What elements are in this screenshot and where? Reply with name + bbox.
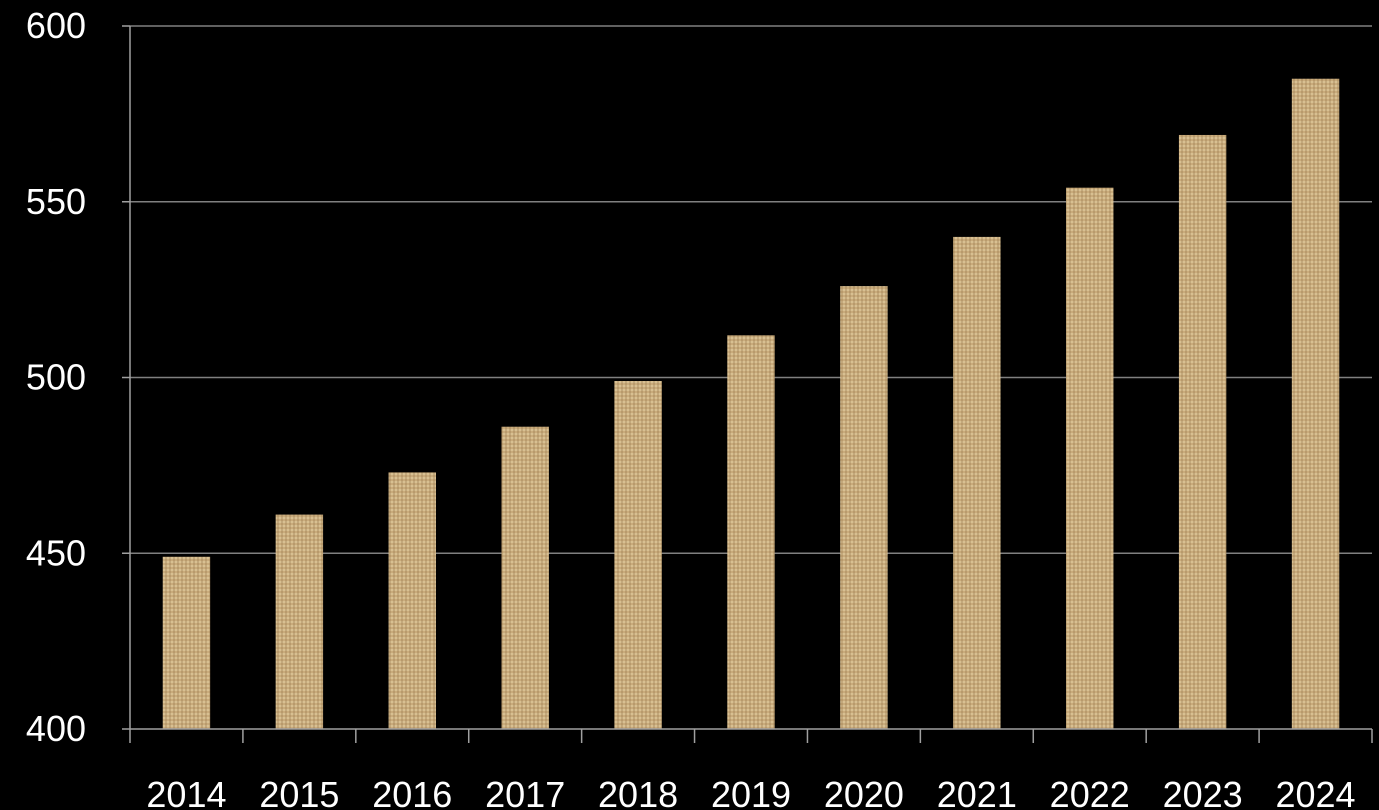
bar (840, 286, 888, 729)
bar (614, 381, 662, 729)
x-tick-label: 2016 (372, 774, 452, 810)
tick-labels: 400 450 500 550 600 2014 2015 2016 2017 2018 2019 2… (26, 5, 1356, 810)
bar (1178, 134, 1227, 730)
y-tick-label: 600 (26, 5, 86, 46)
bar (501, 426, 549, 729)
bar (953, 236, 1001, 729)
x-tick-label: 2015 (259, 774, 339, 810)
bar (162, 556, 211, 729)
y-tick-label: 450 (26, 532, 86, 573)
x-tick-label: 2020 (824, 774, 904, 810)
y-tick-label: 550 (26, 181, 86, 222)
x-tick-label: 2017 (485, 774, 565, 810)
bars (162, 78, 1340, 730)
bar (388, 472, 436, 729)
x-tick-label: 2019 (711, 774, 791, 810)
y-tick-label: 400 (26, 708, 86, 749)
bar (1066, 187, 1114, 729)
x-tick-label: 2023 (1163, 774, 1243, 810)
bar (727, 335, 775, 729)
y-tick-label: 500 (26, 357, 86, 398)
bar (1291, 78, 1340, 730)
bar (275, 514, 324, 729)
x-tick-label: 2021 (937, 774, 1017, 810)
x-tick-label: 2018 (598, 774, 678, 810)
x-tick-label: 2024 (1275, 774, 1355, 810)
x-tick-label: 2022 (1050, 774, 1130, 810)
x-tick-label: 2014 (146, 774, 226, 810)
axes (122, 25, 1373, 743)
